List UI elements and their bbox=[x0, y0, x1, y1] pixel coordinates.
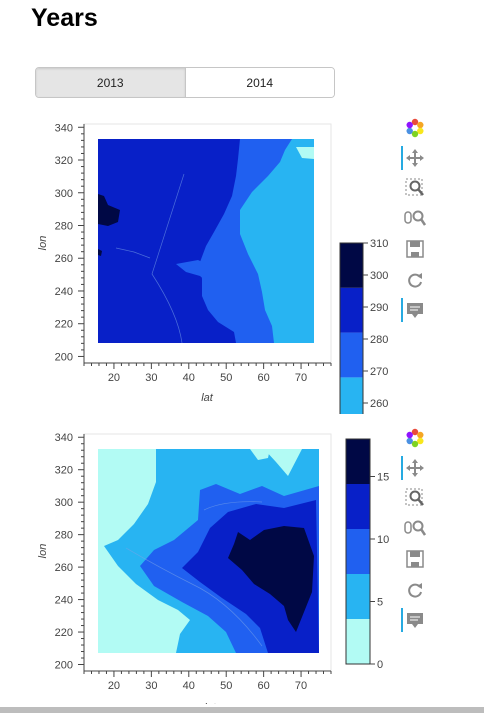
plot-1-contours bbox=[98, 139, 314, 344]
colorbar-band bbox=[346, 619, 370, 664]
x-tick-label: 50 bbox=[220, 680, 232, 692]
box-zoom-icon[interactable] bbox=[400, 485, 430, 511]
y-tick-label: 240 bbox=[55, 286, 73, 298]
x-tick-label: 30 bbox=[145, 680, 157, 692]
box-zoom-icon[interactable] bbox=[400, 175, 430, 201]
plot-1-x-axis: 20 30 40 50 60 70 bbox=[83, 363, 332, 384]
colorbar-tick-label: 10 bbox=[377, 534, 389, 546]
contour-line-1 bbox=[151, 173, 185, 344]
colorbar-band bbox=[346, 529, 370, 574]
bokeh-logo-icon[interactable] bbox=[400, 425, 430, 451]
plot-2-colorbar: 15 10 5 0 bbox=[345, 438, 389, 671]
hover-icon[interactable] bbox=[400, 297, 430, 323]
wheel-zoom-icon[interactable] bbox=[400, 205, 430, 231]
save-icon[interactable] bbox=[400, 236, 430, 262]
colorbar-tick-label: 5 bbox=[377, 597, 383, 609]
plot-2-contours bbox=[98, 449, 319, 653]
colorbar-tick-label: 280 bbox=[370, 334, 388, 346]
contour-fill-palest bbox=[296, 147, 314, 159]
y-tick-label: 280 bbox=[55, 220, 73, 232]
y-tick-label: 300 bbox=[55, 497, 73, 509]
colorbar-tick-label: 310 bbox=[370, 238, 388, 250]
contour-fill-dark bbox=[98, 194, 120, 226]
x-tick-label: 30 bbox=[145, 372, 157, 384]
colorbar-tick-label: 260 bbox=[370, 398, 388, 410]
contour-line-2 bbox=[115, 247, 151, 259]
y-tick-label: 320 bbox=[55, 465, 73, 477]
colorbar-tick-label: 290 bbox=[370, 302, 388, 314]
x-tick-label: 70 bbox=[295, 372, 307, 384]
tab-2013[interactable]: 2013 bbox=[36, 68, 186, 97]
horizontal-scrollbar[interactable] bbox=[0, 707, 484, 713]
y-tick-label: 340 bbox=[55, 432, 73, 444]
pan-icon[interactable] bbox=[400, 455, 430, 481]
x-tick-label: 20 bbox=[108, 680, 120, 692]
y-tick-label: 220 bbox=[55, 319, 73, 331]
reset-icon[interactable] bbox=[400, 267, 430, 293]
hover-icon[interactable] bbox=[400, 607, 430, 633]
tab-2014[interactable]: 2014 bbox=[185, 68, 334, 97]
colorbar-tick-label: 300 bbox=[370, 270, 388, 282]
plot-2-frame bbox=[83, 433, 332, 672]
plot-2-x-label: lat bbox=[204, 702, 217, 704]
contour-fill-dark-dot bbox=[196, 572, 205, 579]
plot-1-x-label: lat bbox=[201, 392, 214, 404]
plot-2-y-axis: 200 220 240 260 280 300 320 340 bbox=[55, 432, 84, 672]
colorbar-band bbox=[346, 574, 370, 619]
contour-line-1 bbox=[125, 547, 263, 647]
contour-fill-darkest bbox=[228, 526, 314, 632]
plot-1-canvas[interactable]: 20 30 40 50 60 70 200 220 240 260 280 300 320 340 la… bbox=[0, 114, 484, 414]
y-tick-label: 240 bbox=[55, 595, 73, 607]
y-tick-label: 200 bbox=[55, 660, 73, 672]
reset-icon[interactable] bbox=[400, 577, 430, 603]
x-tick-label: 60 bbox=[258, 680, 270, 692]
colorbar-tick-label: 15 bbox=[377, 472, 389, 484]
plot-1-colorbar: 310300290280270260250240 bbox=[339, 238, 388, 414]
pan-icon[interactable] bbox=[400, 145, 430, 171]
colorbar-frame bbox=[339, 242, 364, 414]
x-tick-label: 20 bbox=[108, 372, 120, 384]
y-tick-label: 320 bbox=[55, 155, 73, 167]
y-tick-label: 220 bbox=[55, 627, 73, 639]
contour-fill-mid-streak bbox=[176, 260, 224, 288]
y-tick-label: 340 bbox=[55, 122, 73, 134]
colorbar-band bbox=[340, 377, 363, 414]
contour-plot-1: 20 30 40 50 60 70 200 220 240 260 280 300 320 340 la… bbox=[0, 114, 484, 414]
x-tick-label: 50 bbox=[220, 372, 232, 384]
x-tick-label: 60 bbox=[258, 372, 270, 384]
plot-1-frame bbox=[83, 123, 332, 364]
y-tick-label: 260 bbox=[55, 253, 73, 265]
colorbar-tick-label: 270 bbox=[370, 366, 388, 378]
save-icon[interactable] bbox=[400, 546, 430, 572]
x-tick-label: 40 bbox=[183, 680, 195, 692]
colorbar-frame bbox=[345, 438, 371, 665]
colorbar-band bbox=[340, 287, 363, 333]
colorbar-band bbox=[340, 243, 363, 288]
y-tick-label: 200 bbox=[55, 351, 73, 363]
colorbar-tick-label: 0 bbox=[377, 659, 383, 671]
bokeh-logo-icon[interactable] bbox=[400, 115, 430, 141]
page-title: Years bbox=[31, 4, 98, 32]
contour-fill-dark-blob bbox=[98, 249, 102, 256]
x-tick-label: 40 bbox=[183, 372, 195, 384]
plot-2-y-label: lon bbox=[37, 544, 49, 559]
y-tick-label: 300 bbox=[55, 188, 73, 200]
plot-1-y-label: lon bbox=[37, 236, 49, 251]
colorbar-band bbox=[346, 439, 370, 484]
plot-1-y-axis: 200 220 240 260 280 300 320 340 bbox=[55, 122, 84, 363]
contour-fill-light bbox=[240, 139, 314, 343]
y-tick-label: 260 bbox=[55, 562, 73, 574]
year-tabs: 2013 2014 bbox=[35, 67, 335, 98]
wheel-zoom-icon[interactable] bbox=[400, 515, 430, 541]
colorbar-band bbox=[346, 484, 370, 529]
y-tick-label: 280 bbox=[55, 530, 73, 542]
plot-2-x-axis: 20 30 40 50 60 70 bbox=[83, 671, 332, 692]
contour-line-2 bbox=[203, 501, 263, 511]
colorbar-band bbox=[340, 332, 363, 378]
contour-fill-palest bbox=[250, 449, 270, 460]
x-tick-label: 70 bbox=[295, 680, 307, 692]
